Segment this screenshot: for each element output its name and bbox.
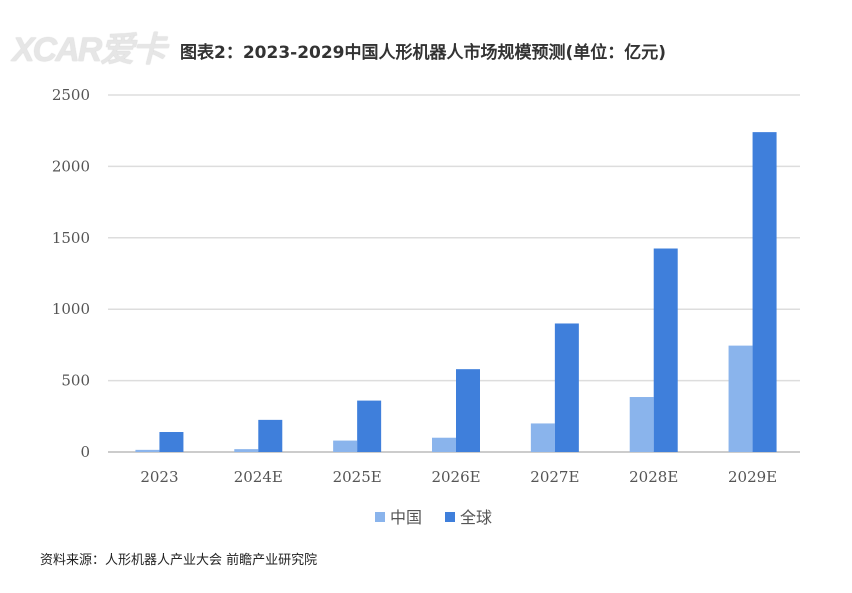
x-tick-label: 2024E: [234, 468, 283, 486]
x-tick-label: 2025E: [333, 468, 382, 486]
bar-中国-2023: [135, 449, 160, 452]
bar-中国-2029E: [728, 345, 753, 452]
bar-全球-2024E: [258, 419, 283, 452]
legend-label: 全球: [460, 508, 492, 527]
bar-全球-2028E: [653, 248, 678, 452]
bar-全球-2027E: [554, 323, 579, 452]
bar-中国-2027E: [530, 423, 555, 452]
y-tick-label: 1500: [52, 229, 90, 247]
y-tick-label: 2000: [52, 157, 90, 175]
chart-title: 图表2：2023-2029中国人形机器人市场规模预测(单位：亿元): [180, 43, 667, 63]
legend-swatch: [445, 512, 455, 522]
source-note: 资料来源：人形机器人产业大会 前瞻产业研究院: [40, 553, 318, 568]
bar-全球-2023: [159, 432, 184, 452]
x-tick-label: 2029E: [728, 468, 777, 486]
bar-中国-2026E: [432, 437, 456, 452]
x-tick-label: 2028E: [629, 468, 678, 486]
y-tick-label: 1000: [52, 300, 90, 318]
bar-全球-2029E: [752, 132, 777, 453]
bar-全球-2025E: [357, 400, 382, 452]
bar-中国-2024E: [234, 449, 259, 452]
xcar-logo: XCAR爱卡: [12, 31, 166, 69]
bar-中国-2025E: [333, 440, 358, 452]
x-tick-label: 2027E: [530, 468, 579, 486]
bar-全球-2026E: [456, 369, 480, 452]
y-tick-label: 2500: [52, 86, 90, 104]
y-tick-label: 0: [80, 443, 90, 461]
bar-中国-2028E: [629, 397, 654, 452]
x-tick-label: 2023: [140, 468, 178, 486]
y-tick-label: 500: [61, 372, 90, 390]
x-tick-label: 2026E: [431, 468, 480, 486]
legend-swatch: [375, 512, 385, 522]
legend-label: 中国: [390, 508, 422, 527]
